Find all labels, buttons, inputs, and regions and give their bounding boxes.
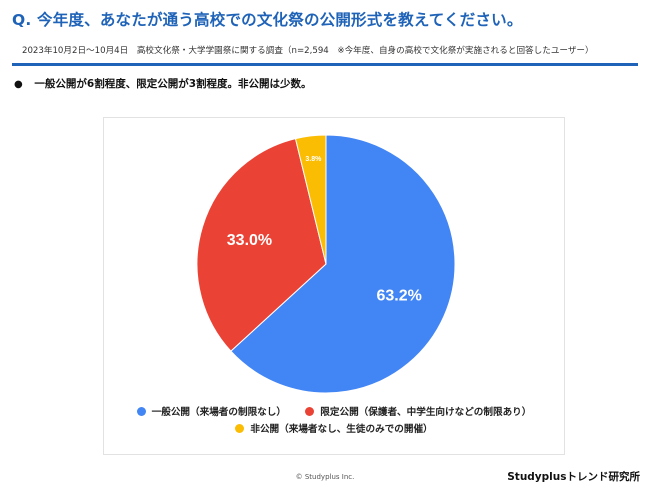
legend-item-private: 非公開（来場者なし、生徒のみでの開催）: [235, 421, 433, 435]
header-divider: [12, 63, 638, 66]
brand-logo-text: Studyplusトレンド研究所: [507, 471, 640, 483]
survey-subtitle: 2023年10月2日〜10月4日 高校文化祭・大学学園祭に関する調査（n=2,5…: [22, 46, 594, 56]
legend-row-2: 非公開（来場者なし、生徒のみでの開催）: [104, 421, 564, 435]
legend-row-1: 一般公開（来場者の制限なし） 限定公開（保護者、中学生向けなどの制限あり）: [104, 404, 564, 418]
pie-slice-private: [294, 134, 327, 265]
legend-label-public: 一般公開（来場者の制限なし）: [151, 407, 286, 418]
legend-label-limited: 限定公開（保護者、中学生向けなどの制限あり）: [320, 407, 532, 418]
legend-swatch-public: [136, 407, 146, 416]
chart-container: 63.2% 33.0% 3.8% 一般公開（来場者の制限なし） 限定公開（保護者、中…: [103, 117, 565, 455]
pie-slice-limited: [196, 138, 327, 352]
legend-swatch-limited: [305, 407, 315, 416]
legend-label-private: 非公開（来場者なし、生徒のみでの開催）: [250, 424, 433, 435]
data-label-limited: 33.0%: [227, 232, 272, 249]
question-title: Q. 今年度、あなたが通う高校での文化祭の公開形式を教えてください。: [12, 11, 523, 29]
legend-swatch-private: [235, 424, 245, 433]
pie-slice-public: [230, 134, 456, 394]
summary-text: 一般公開が6割程度、限定公開が3割程度。非公開は少数。: [34, 78, 312, 90]
legend-item-limited: 限定公開（保護者、中学生向けなどの制限あり）: [305, 404, 531, 418]
data-label-public: 63.2%: [377, 287, 422, 304]
bullet-icon: ●: [14, 79, 23, 90]
copyright-text: © Studyplus Inc.: [295, 473, 355, 481]
data-label-private: 3.8%: [305, 156, 322, 163]
pie-chart: 63.2% 33.0% 3.8%: [196, 134, 456, 394]
legend-item-public: 一般公開（来場者の制限なし）: [136, 404, 286, 418]
header: Q. 今年度、あなたが通う高校での文化祭の公開形式を教えてください。 2023年…: [0, 0, 650, 66]
summary-line: ● 一般公開が6割程度、限定公開が3割程度。非公開は少数。: [14, 76, 312, 91]
